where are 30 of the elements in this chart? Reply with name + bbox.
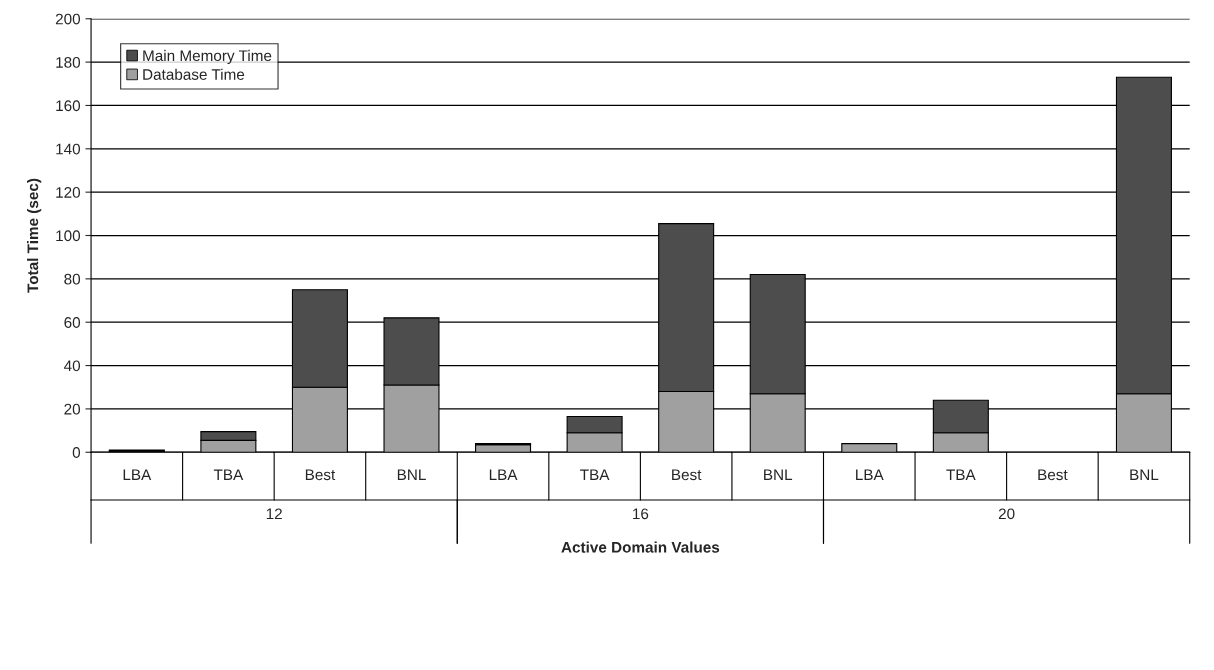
x-tick-label: Best — [672, 469, 702, 481]
x-tick-label: LBA — [123, 469, 152, 480]
x-tick-label: BNL — [397, 469, 426, 480]
y-tick-label: 80 — [64, 273, 81, 285]
x-tick-label: TBA — [946, 469, 976, 480]
y-axis-title: Total Time (sec) — [27, 178, 42, 293]
y-tick-label: 20 — [64, 403, 81, 415]
legend-label: Main Memory Time — [143, 49, 272, 65]
x-tick-label: Best — [1038, 469, 1068, 481]
legend-label: Database Time — [143, 68, 245, 80]
y-tick-label: 40 — [63, 360, 81, 372]
y-tick-label: 120 — [56, 187, 81, 198]
y-tick-label: 200 — [55, 13, 81, 25]
y-tick-label: 100 — [56, 230, 81, 242]
x-tick-label: LBA — [856, 469, 884, 480]
text: 12 — [266, 508, 282, 520]
y-tick-label: 140 — [56, 143, 81, 155]
x-tick-label: TBA — [213, 469, 244, 480]
x-tick-label: BNL — [1130, 469, 1159, 480]
text: 20 — [998, 508, 1015, 520]
x-tick-label: TBA — [580, 469, 610, 480]
y-tick-label: 0 — [72, 447, 81, 458]
text: 16 — [633, 508, 649, 520]
x-axis-title: Active Domain Values — [561, 541, 720, 553]
x-tick-label: BNL — [764, 469, 793, 480]
y-tick-label: 180 — [56, 56, 81, 68]
y-tick-label: 60 — [64, 317, 81, 328]
x-tick-label: LBA — [489, 469, 518, 480]
x-tick-label: Best — [305, 469, 336, 481]
y-tick-label: 160 — [56, 100, 81, 112]
